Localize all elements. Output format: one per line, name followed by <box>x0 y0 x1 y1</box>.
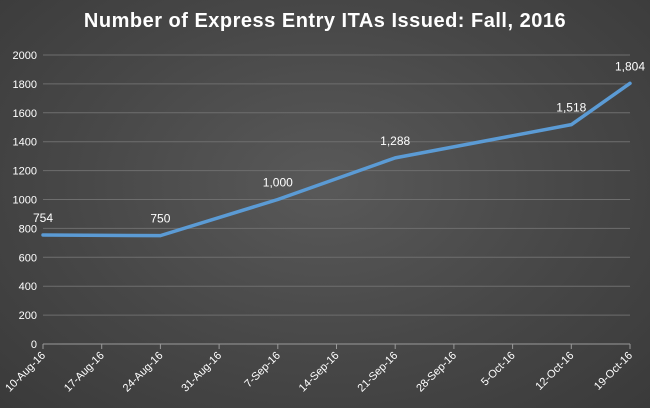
y-tick-label: 400 <box>19 281 37 293</box>
data-label: 1,518 <box>556 101 586 115</box>
y-tick-label: 1400 <box>13 137 37 149</box>
x-tick-label: 31-Aug-16 <box>179 350 224 395</box>
x-tick-label: 28-Sep-16 <box>414 350 459 395</box>
x-tick-label: 21-Sep-16 <box>356 350 401 395</box>
x-tick-label: 19-Oct-16 <box>592 350 635 393</box>
data-label: 1,000 <box>263 176 293 190</box>
data-point <box>158 234 162 238</box>
data-point <box>276 198 280 201</box>
x-tick-label: 17-Aug-16 <box>62 350 107 395</box>
grid-lines <box>43 54 630 316</box>
y-axis-ticks: 0 200 400 600 800 1000 1200 1400 1600 1800 2000 <box>13 50 37 351</box>
y-tick-label: 0 <box>31 339 37 351</box>
series-layer <box>41 81 632 238</box>
x-tick-label: 7-Sep-16 <box>242 350 282 390</box>
x-axis-ticks: 10-Aug-16 17-Aug-16 24-Aug-16 31-Aug-16 7-Se… <box>3 344 635 394</box>
data-label: 750 <box>150 212 170 226</box>
x-tick-label: 24-Aug-16 <box>121 350 166 395</box>
y-tick-label: 2000 <box>13 50 37 62</box>
y-tick-label: 1000 <box>13 195 37 207</box>
data-point <box>569 123 573 127</box>
y-tick-label: 1600 <box>13 108 37 120</box>
x-tick-label: 10-Aug-16 <box>3 350 48 395</box>
y-tick-label: 200 <box>19 310 37 322</box>
data-point <box>628 81 632 85</box>
y-tick-label: 1800 <box>13 79 37 91</box>
x-tick-label: 12-Oct-16 <box>533 350 576 393</box>
x-tick-label: 5-Oct-16 <box>479 350 518 389</box>
data-point <box>393 156 397 160</box>
chart-title: Number of Express Entry ITAs Issued: Fal… <box>83 10 567 32</box>
data-label: 1,804 <box>615 59 645 73</box>
data-labels: 754 750 1,000 1,288 1,518 1,804 <box>33 59 645 225</box>
y-tick-label: 1200 <box>13 166 37 178</box>
series-line <box>41 81 632 238</box>
y-tick-label: 800 <box>19 223 37 235</box>
x-tick-label: 14-Sep-16 <box>297 350 342 395</box>
data-label: 754 <box>33 211 53 225</box>
data-label: 1,288 <box>380 134 410 148</box>
y-tick-label: 600 <box>19 252 37 264</box>
data-point <box>41 233 45 237</box>
